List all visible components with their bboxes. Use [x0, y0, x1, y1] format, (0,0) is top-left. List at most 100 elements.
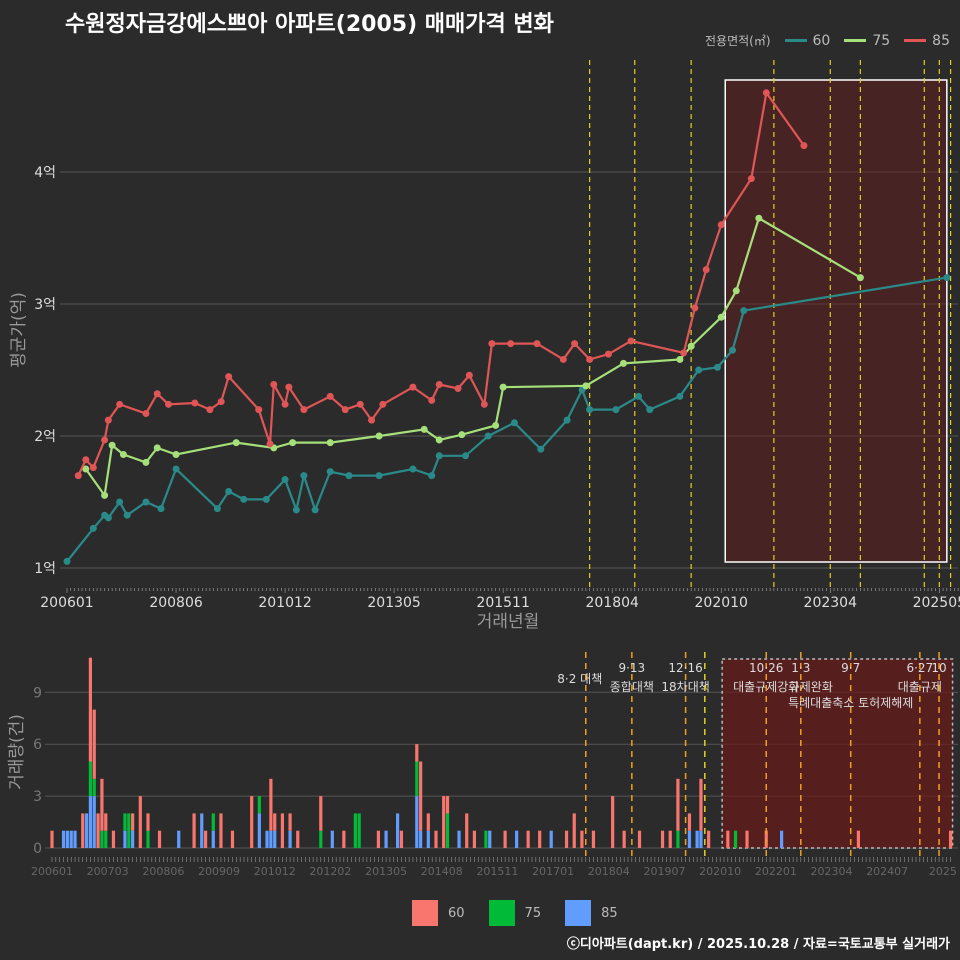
data-point-85 — [627, 337, 635, 345]
highlight-period — [724, 79, 948, 563]
event-label: 18차대책 — [661, 679, 709, 694]
bar-75 — [676, 830, 680, 848]
data-point-60 — [537, 445, 545, 453]
bar-60 — [676, 778, 680, 831]
x-tick-label: 201305 — [367, 595, 420, 611]
bar-75 — [353, 813, 357, 848]
data-point-75 — [732, 287, 740, 295]
data-point-85 — [435, 381, 443, 389]
data-point-60 — [300, 472, 308, 480]
bar-85 — [92, 796, 96, 848]
y-tick-label: 9 — [33, 685, 42, 701]
event-date: 1·3 — [791, 661, 810, 675]
bar-85 — [457, 830, 461, 848]
x-tick-label: 201305 — [365, 865, 407, 878]
data-point-75 — [101, 491, 109, 499]
event-label: 종합대책 — [610, 679, 654, 694]
legend-label-bar-60: 60 — [448, 905, 465, 921]
event-date: 12·16 — [668, 661, 702, 675]
data-point-85 — [300, 406, 308, 414]
bar-60 — [280, 813, 284, 848]
bar-60 — [415, 744, 419, 762]
bar-75 — [146, 830, 150, 848]
data-point-85 — [409, 383, 417, 391]
bar-75 — [123, 813, 127, 831]
data-point-85 — [89, 464, 97, 472]
data-point-85 — [680, 349, 688, 357]
bar-85 — [269, 830, 273, 848]
x-axis-title: 거래년월 — [477, 612, 540, 632]
bar-85 — [488, 830, 492, 848]
bar-60 — [399, 830, 404, 848]
bar-60 — [572, 813, 576, 848]
x-tick-label: 200806 — [142, 865, 184, 878]
data-point-85 — [74, 472, 82, 480]
x-tick-label: 200703 — [87, 865, 129, 878]
data-point-60 — [142, 498, 150, 506]
bar-60 — [622, 830, 626, 848]
data-point-75 — [492, 421, 500, 429]
data-point-75 — [619, 359, 627, 367]
bar-85 — [780, 830, 784, 848]
event-label: 특례대출축소 토허제해제 — [788, 696, 913, 710]
y-axis-title: 평균가(억) — [9, 292, 29, 368]
x-tick-label: 201701 — [532, 865, 574, 878]
bar-75 — [415, 761, 419, 797]
bar-60 — [503, 830, 507, 848]
bar-85 — [699, 830, 703, 848]
data-point-75 — [458, 431, 466, 439]
bar-60 — [699, 778, 703, 831]
x-tick-label: 202010 — [699, 865, 741, 878]
data-point-85 — [104, 416, 112, 424]
data-point-60 — [292, 506, 300, 514]
bar-85 — [123, 830, 127, 848]
bar-85 — [330, 830, 334, 848]
data-point-60 — [713, 363, 721, 371]
data-point-85 — [379, 400, 387, 408]
bar-75 — [733, 830, 738, 848]
bar-60 — [611, 796, 615, 848]
data-point-75 — [119, 450, 127, 458]
bar-60 — [296, 830, 300, 848]
data-point-85 — [165, 400, 173, 408]
bar-60 — [50, 830, 54, 848]
x-tick-label: 200909 — [198, 865, 240, 878]
data-point-60 — [586, 406, 594, 414]
data-point-75 — [499, 383, 507, 391]
x-tick-label: 202304 — [804, 595, 858, 611]
bar-60 — [192, 813, 196, 848]
bar-75 — [257, 796, 261, 814]
bar-60 — [96, 813, 100, 848]
data-point-85 — [326, 392, 334, 400]
data-point-85 — [747, 175, 755, 183]
data-point-60 — [311, 506, 319, 514]
legend-key-bar-75 — [488, 900, 515, 926]
data-point-85 — [356, 400, 364, 408]
legend-key-75 — [844, 39, 867, 42]
bar-75 — [92, 778, 96, 797]
event-date: 8·2 대책 — [557, 671, 602, 686]
bar-60 — [204, 830, 208, 848]
x-tick-label: 202505 — [913, 595, 960, 611]
bar-75 — [484, 830, 488, 848]
data-point-85 — [571, 340, 579, 348]
data-point-85 — [454, 384, 462, 392]
data-point-85 — [800, 142, 808, 150]
bar-60 — [273, 813, 277, 831]
y-axis-title-bar: 거래량(건) — [7, 714, 27, 790]
bar-85 — [273, 830, 277, 848]
data-point-85 — [762, 89, 770, 97]
bar-60 — [526, 830, 530, 848]
x-tick-label: 202201 — [755, 865, 797, 878]
data-point-60 — [635, 392, 643, 400]
bar-60 — [230, 830, 235, 848]
bar-60 — [445, 796, 450, 814]
data-point-60 — [213, 505, 221, 513]
data-point-60 — [63, 557, 71, 565]
data-point-60 — [462, 452, 470, 460]
bar-60 — [660, 830, 665, 848]
legend-label-85: 85 — [932, 32, 950, 49]
data-point-75 — [755, 214, 763, 222]
